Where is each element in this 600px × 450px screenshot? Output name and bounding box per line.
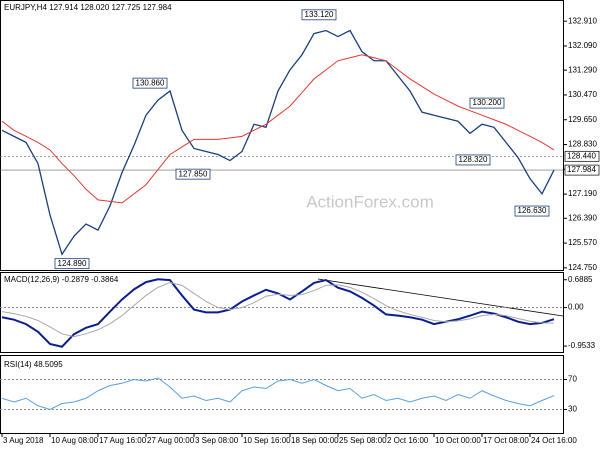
price-label: 127.984 (567, 165, 596, 174)
x-tick-label: 2 Oct 16:00 (387, 436, 429, 445)
series-line (1, 278, 555, 348)
price-label: 128.440 (567, 151, 596, 160)
x-tick-label: 17 Aug 16:00 (99, 436, 147, 445)
annotation-box (175, 168, 211, 180)
y-tick-label: 30 (568, 405, 577, 414)
x-tick-label: 3 Sep 08:00 (195, 436, 239, 445)
y-tick-label: 132.910 (568, 16, 597, 25)
trend-line (317, 278, 564, 317)
annotation-label: 133.120 (305, 10, 334, 19)
series-line (1, 281, 555, 338)
annotation-box (132, 77, 168, 89)
y-tick-label: 131.290 (568, 65, 597, 74)
y-tick-label: 130.470 (568, 90, 597, 99)
x-tick-label: 18 Sep 00:00 (291, 436, 339, 445)
series-line (1, 377, 555, 411)
annotation-box (54, 258, 90, 270)
x-tick-label: 10 Oct 00:00 (435, 436, 481, 445)
rsi-panel (0, 355, 564, 434)
y-tick-label: 125.570 (568, 238, 597, 247)
y-tick-label: -0.9533 (568, 341, 596, 350)
x-tick-label: 25 Sep 08:00 (339, 436, 387, 445)
annotation-box (514, 205, 550, 217)
y-tick-label: 70 (568, 375, 577, 384)
y-tick-label: 0.6885 (568, 275, 593, 284)
macd-panel (0, 272, 564, 353)
annotation-label: 126.630 (518, 206, 547, 215)
x-tick-label: 17 Oct 08:00 (483, 436, 529, 445)
price-label-box (564, 164, 600, 176)
x-tick-label: 3 Aug 2018 (3, 436, 44, 445)
y-tick-label: 128.830 (568, 140, 597, 149)
y-tick-label: 132.090 (568, 41, 597, 50)
annotation-label: 124.890 (58, 259, 87, 268)
panel-title: RSI(14) 48.5095 (4, 360, 63, 369)
panel-title: EURJPY,H4 127.914 128.020 127.725 127.98… (4, 3, 172, 12)
series-line (1, 54, 555, 204)
annotation-box (301, 9, 337, 21)
annotation-label: 128.320 (459, 155, 488, 164)
series-line (1, 29, 555, 256)
annotation-box (455, 154, 491, 166)
annotation-label: 127.850 (179, 169, 208, 178)
price-label-box (564, 150, 600, 162)
y-tick-label: 124.750 (568, 263, 597, 272)
y-tick-label: 0.00 (568, 303, 584, 312)
y-tick-label: 126.390 (568, 213, 597, 222)
y-tick-label: 127.190 (568, 189, 597, 198)
panel-title: MACD(12,26,9) -0.2879 -0.3864 (4, 275, 119, 284)
x-tick-label: 24 Oct 16:00 (531, 436, 577, 445)
price-panel (0, 0, 564, 271)
annotation-label: 130.860 (136, 78, 165, 87)
x-tick-label: 10 Sep 16:00 (243, 436, 291, 445)
annotation-box (469, 97, 505, 109)
watermark: ActionForex.com (306, 192, 434, 211)
x-tick-label: 10 Aug 08:00 (51, 436, 99, 445)
annotation-label: 130.200 (473, 98, 502, 107)
x-tick-label: 27 Aug 00:00 (147, 436, 195, 445)
y-tick-label: 129.650 (568, 115, 597, 124)
